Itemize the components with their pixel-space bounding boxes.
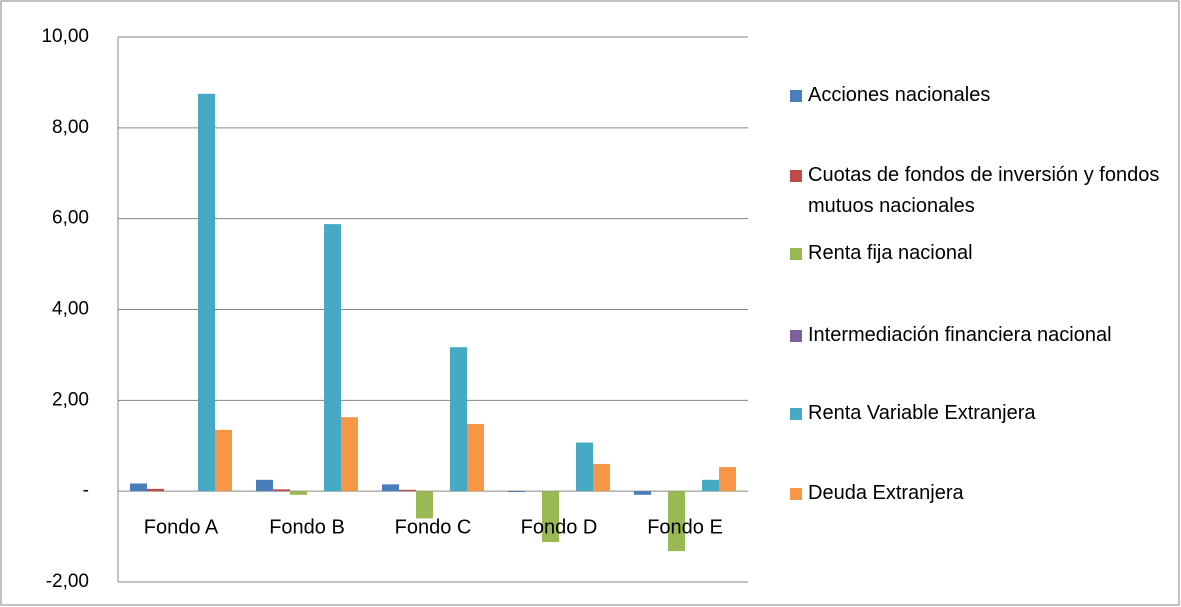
bar (130, 483, 147, 492)
bar (634, 491, 651, 495)
bar (467, 423, 484, 492)
bar (198, 93, 215, 492)
legend-label: Renta Variable Extranjera (808, 402, 1036, 424)
legend-item: Intermediación financiera nacional (790, 320, 1170, 351)
bar (215, 429, 232, 492)
bar (702, 479, 719, 492)
bar (542, 491, 559, 543)
x-tick-label: Fondo B (269, 516, 345, 538)
bar (147, 488, 164, 492)
legend-swatch (790, 90, 802, 102)
bar (719, 467, 736, 492)
legend-label: Intermediación financiera nacional (808, 324, 1112, 346)
bar (382, 484, 399, 492)
bar (508, 491, 525, 493)
bar (450, 347, 467, 492)
y-tick-label: - (83, 480, 89, 501)
legend-label: Deuda Extranjera (808, 482, 964, 504)
bar (668, 491, 685, 552)
x-tick-label: Fondo E (647, 516, 723, 538)
legend-item: Renta Variable Extranjera (790, 398, 1170, 429)
y-tick-label: 2,00 (52, 389, 89, 410)
x-tick-label: Fondo C (395, 516, 472, 538)
bar (399, 489, 416, 492)
x-tick-label: Fondo A (144, 516, 219, 538)
bar (273, 489, 290, 492)
legend-label: Acciones nacionales (808, 84, 991, 106)
legend-label: Renta fija nacional (808, 242, 973, 264)
legend-swatch (790, 488, 802, 500)
legend-swatch (790, 248, 802, 260)
x-tick-label: Fondo D (521, 516, 598, 538)
y-tick-label: -2,00 (46, 571, 89, 592)
bar (256, 479, 273, 492)
legend-swatch (790, 170, 802, 182)
legend-swatch (790, 408, 802, 420)
bar (324, 224, 341, 492)
legend-item: Renta fija nacional (790, 238, 1170, 269)
bar (341, 417, 358, 492)
legend-item: Cuotas de fondos de inversión y fondos m… (790, 160, 1170, 222)
y-tick-label: 10,00 (41, 26, 89, 47)
y-tick-label: 6,00 (52, 208, 89, 229)
bar (593, 463, 610, 492)
legend-label: Cuotas de fondos de inversión y fondos m… (808, 164, 1160, 217)
y-tick-label: 8,00 (52, 117, 89, 138)
bar (416, 491, 433, 519)
bar (576, 442, 593, 492)
y-tick-label: 4,00 (52, 299, 89, 320)
legend-item: Acciones nacionales (790, 80, 1170, 111)
legend-swatch (790, 330, 802, 342)
legend-item: Deuda Extranjera (790, 478, 1170, 509)
bar (290, 491, 307, 495)
